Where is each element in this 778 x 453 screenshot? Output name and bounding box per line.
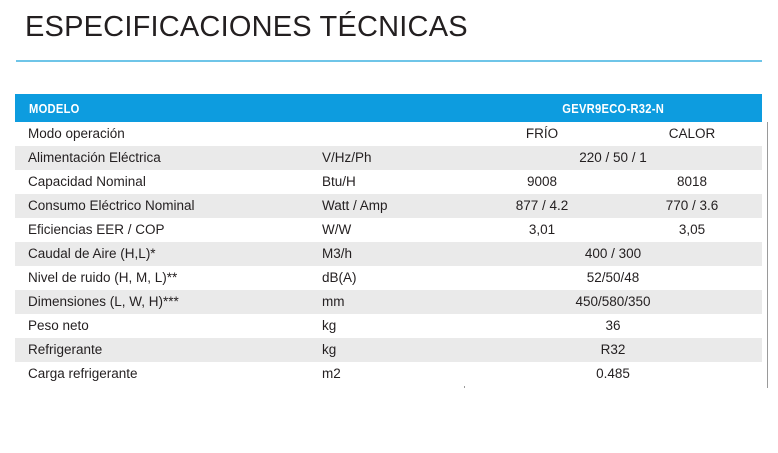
row-label: Nivel de ruido (H, M, L)** bbox=[28, 270, 178, 285]
table-row: Alimentación Eléctrica V/Hz/Ph 220 / 50 / … bbox=[15, 146, 762, 170]
row-label: Alimentación Eléctrica bbox=[28, 150, 161, 165]
row-unit: V/Hz/Ph bbox=[322, 150, 372, 165]
row-value-heat: 770 / 3.6 bbox=[665, 198, 719, 213]
row-label: Consumo Eléctrico Nominal bbox=[28, 198, 195, 213]
table-row: Peso neto kg 36 bbox=[15, 314, 762, 338]
table-row: Modo operación FRÍO CALOR bbox=[15, 122, 762, 146]
table-header: MODELO GEVR9ECO-R32-N bbox=[15, 94, 762, 122]
table-row: Capacidad Nominal Btu/H 9008 8018 bbox=[15, 170, 762, 194]
row-value-heat: CALOR bbox=[668, 126, 716, 141]
row-label: Dimensiones (L, W, H)*** bbox=[28, 294, 179, 309]
row-label: Capacidad Nominal bbox=[28, 174, 146, 189]
row-label: Caudal de Aire (H,L)* bbox=[28, 246, 156, 261]
row-unit: kg bbox=[322, 318, 337, 333]
row-value: 400 / 300 bbox=[584, 246, 642, 261]
row-unit: dB(A) bbox=[322, 270, 357, 285]
table-body: Modo operación FRÍO CALOR Alimentación Eléc… bbox=[15, 122, 768, 388]
row-label: Peso neto bbox=[28, 318, 89, 333]
row-unit: Watt / Amp bbox=[322, 198, 388, 213]
row-value-cool: 3,01 bbox=[528, 222, 556, 237]
table-header-model-value: GEVR9ECO-R32-N bbox=[464, 101, 762, 116]
row-value-cool: 9008 bbox=[526, 174, 558, 189]
row-unit: kg bbox=[322, 342, 337, 357]
table-row: Dimensiones (L, W, H)*** mm 450/580/350 bbox=[15, 290, 762, 314]
table-right-border bbox=[767, 122, 768, 388]
row-value-cool: 877 / 4.2 bbox=[515, 198, 569, 213]
row-value: 450/580/350 bbox=[575, 294, 651, 309]
table-row: Eficiencias EER / COP W/W 3,01 3,05 bbox=[15, 218, 762, 242]
row-value-heat: 3,05 bbox=[678, 222, 706, 237]
table-row: Caudal de Aire (H,L)* M3/h 400 / 300 bbox=[15, 242, 762, 266]
row-value: R32 bbox=[600, 342, 626, 357]
row-value: 0.485 bbox=[596, 366, 630, 381]
row-unit: m2 bbox=[322, 366, 341, 381]
row-label: Carga refrigerante bbox=[28, 366, 138, 381]
row-label: Eficiencias EER / COP bbox=[28, 222, 165, 237]
table-row: Nivel de ruido (H, M, L)** dB(A) 52/50/48 bbox=[15, 266, 762, 290]
model-code-text: GEVR9ECO-R32-N bbox=[562, 101, 664, 116]
table-row: Carga refrigerante m2 0.485 bbox=[15, 362, 762, 386]
specifications-table: MODELO GEVR9ECO-R32-N Modo operación FRÍO… bbox=[15, 94, 768, 388]
row-value: 220 / 50 / 1 bbox=[579, 150, 647, 165]
table-row: Consumo Eléctrico Nominal Watt / Amp 877 /… bbox=[15, 194, 762, 218]
row-label: Refrigerante bbox=[28, 342, 103, 357]
table-header-model-label: MODELO bbox=[29, 101, 80, 116]
row-value: 52/50/48 bbox=[586, 270, 640, 285]
row-unit: W/W bbox=[322, 222, 352, 237]
title-divider bbox=[16, 60, 762, 62]
row-value-heat: 8018 bbox=[676, 174, 708, 189]
table-row: Refrigerante kg R32 bbox=[15, 338, 762, 362]
row-unit: M3/h bbox=[322, 246, 353, 261]
row-value: 36 bbox=[605, 318, 621, 333]
row-unit: mm bbox=[322, 294, 345, 309]
row-label: Modo operación bbox=[28, 126, 125, 141]
row-unit: Btu/H bbox=[322, 174, 356, 189]
page-title: ESPECIFICACIONES TÉCNICAS bbox=[25, 11, 468, 43]
row-value-cool: FRÍO bbox=[525, 126, 559, 141]
